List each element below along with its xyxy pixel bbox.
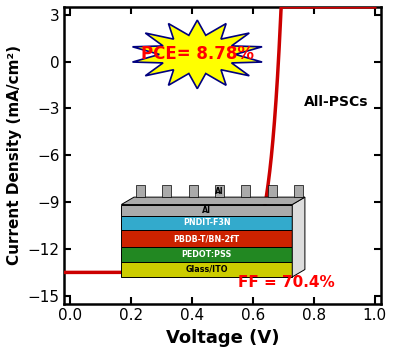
Y-axis label: Current Density (mA/cm²): Current Density (mA/cm²) xyxy=(7,45,22,265)
FancyBboxPatch shape xyxy=(121,262,292,277)
FancyBboxPatch shape xyxy=(189,185,197,197)
Text: PCE= 8.78%: PCE= 8.78% xyxy=(141,45,254,63)
FancyBboxPatch shape xyxy=(136,185,145,197)
Text: Al: Al xyxy=(202,206,211,215)
X-axis label: Voltage (V): Voltage (V) xyxy=(166,329,279,347)
Text: All-PSCs: All-PSCs xyxy=(304,95,369,109)
Polygon shape xyxy=(132,20,262,89)
Text: PEDOT:PSS: PEDOT:PSS xyxy=(182,250,232,259)
Polygon shape xyxy=(292,197,305,277)
Text: PBDB-T/BN-2fT: PBDB-T/BN-2fT xyxy=(174,234,240,243)
FancyBboxPatch shape xyxy=(121,247,292,262)
Polygon shape xyxy=(121,197,305,205)
FancyBboxPatch shape xyxy=(121,230,292,247)
FancyBboxPatch shape xyxy=(242,185,250,197)
FancyBboxPatch shape xyxy=(121,205,292,216)
FancyBboxPatch shape xyxy=(268,185,277,197)
FancyBboxPatch shape xyxy=(121,216,292,230)
Text: FF = 70.4%: FF = 70.4% xyxy=(238,275,334,290)
FancyBboxPatch shape xyxy=(215,185,224,197)
FancyBboxPatch shape xyxy=(162,185,171,197)
FancyBboxPatch shape xyxy=(294,185,303,197)
Text: Al: Al xyxy=(215,187,224,196)
Text: Glass/ITO: Glass/ITO xyxy=(186,265,228,274)
Text: PNDIT-F3N: PNDIT-F3N xyxy=(183,218,230,227)
